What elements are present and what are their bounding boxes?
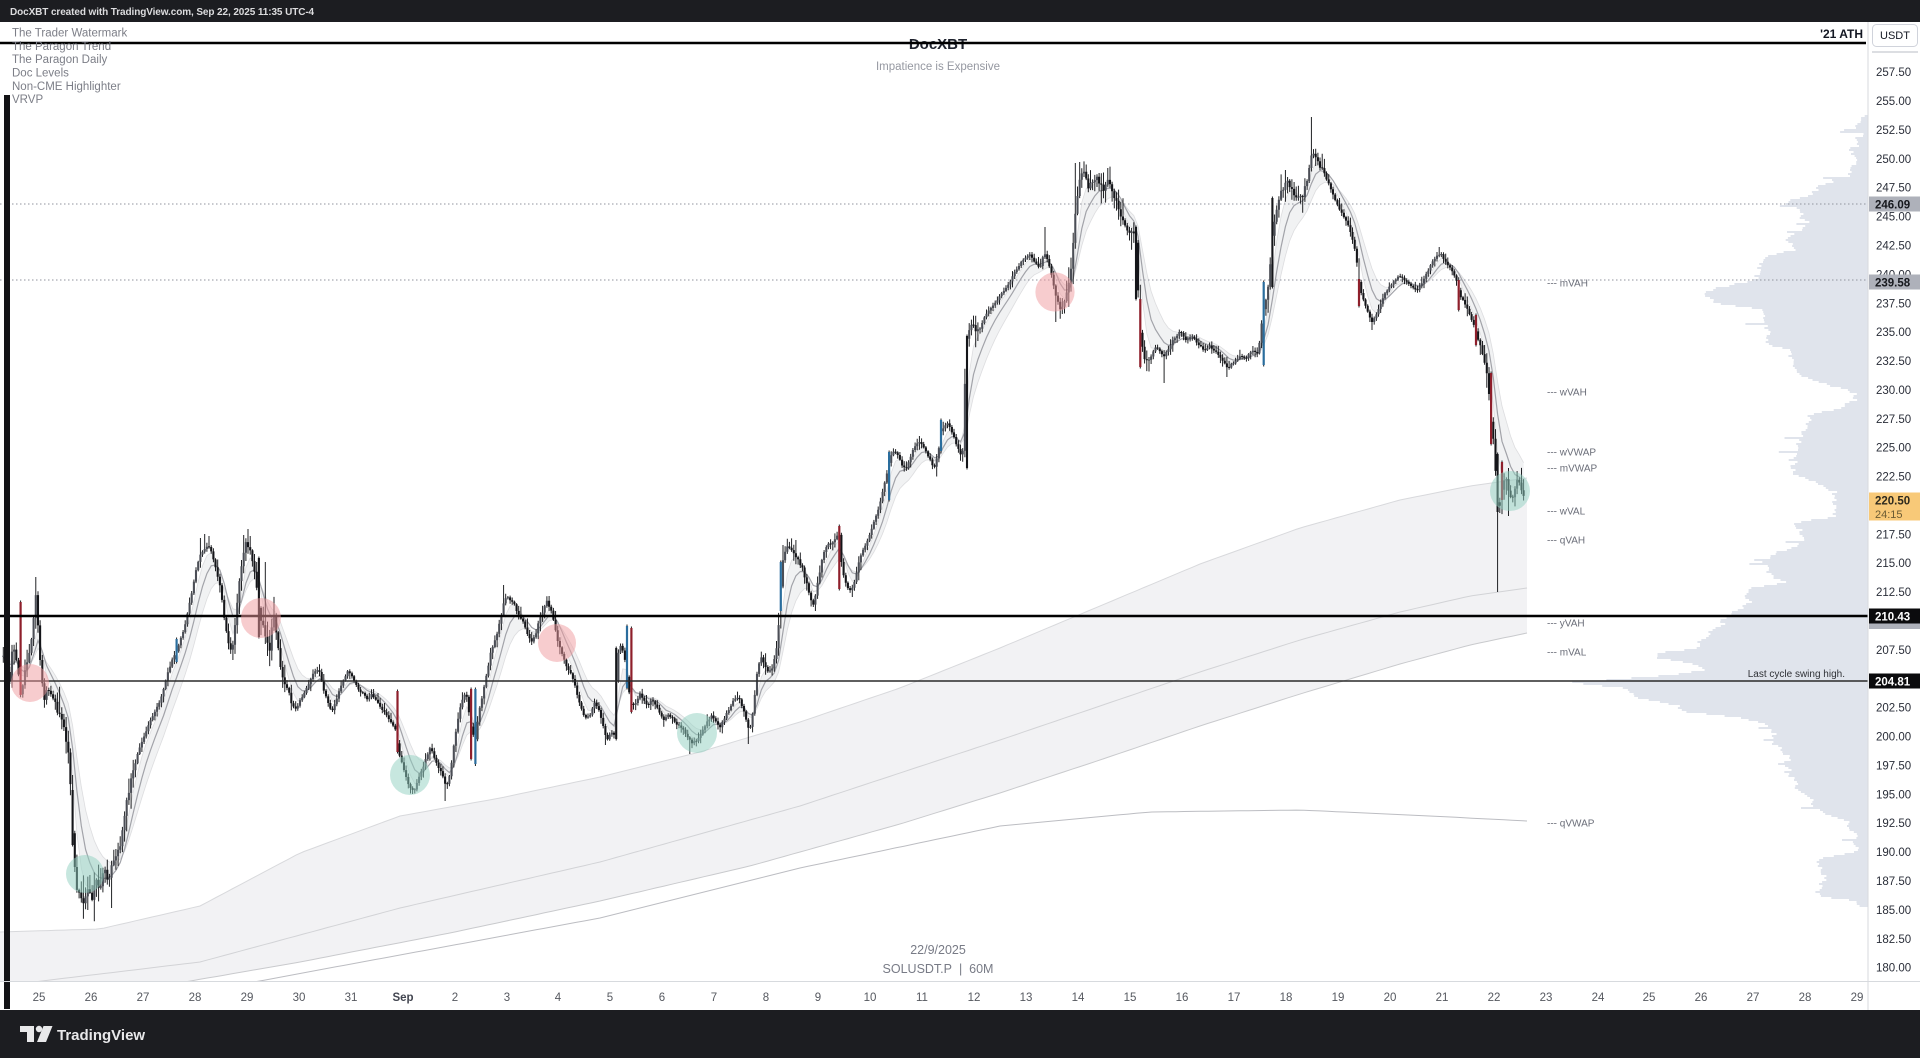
svg-text:--- yVAH: --- yVAH [1547, 619, 1585, 630]
svg-text:The Paragon Trend: The Paragon Trend [12, 41, 111, 53]
svg-text:16: 16 [1176, 992, 1189, 1004]
svg-text:25: 25 [33, 992, 46, 1004]
svg-text:17: 17 [1228, 992, 1241, 1004]
svg-text:252.50: 252.50 [1876, 125, 1911, 137]
svg-text:9: 9 [815, 992, 821, 1004]
svg-text:'21 ATH: '21 ATH [1820, 27, 1863, 41]
svg-text:TradingView: TradingView [57, 1027, 145, 1044]
svg-text:30: 30 [293, 992, 306, 1004]
svg-text:3: 3 [504, 992, 510, 1004]
svg-text:197.50: 197.50 [1876, 761, 1911, 773]
svg-text:247.50: 247.50 [1876, 183, 1911, 195]
svg-text:195.00: 195.00 [1876, 789, 1911, 801]
svg-text:257.50: 257.50 [1876, 67, 1911, 79]
svg-text:204.81: 204.81 [1875, 677, 1911, 689]
svg-text:185.00: 185.00 [1876, 905, 1911, 917]
svg-text:27: 27 [1747, 992, 1760, 1004]
svg-text:242.50: 242.50 [1876, 241, 1911, 253]
svg-text:24:15: 24:15 [1875, 509, 1903, 521]
svg-text:250.00: 250.00 [1876, 154, 1911, 166]
svg-text:237.50: 237.50 [1876, 298, 1911, 310]
svg-text:--- mVAH: --- mVAH [1547, 279, 1588, 290]
svg-text:26: 26 [85, 992, 98, 1004]
svg-text:The Trader Watermark: The Trader Watermark [12, 28, 127, 40]
svg-text:USDT: USDT [1880, 30, 1910, 42]
svg-text:187.50: 187.50 [1876, 876, 1911, 888]
svg-text:200.00: 200.00 [1876, 732, 1911, 744]
svg-text:Non-CME Highlighter: Non-CME Highlighter [12, 81, 121, 93]
svg-text:--- mVWAP: --- mVWAP [1547, 464, 1598, 475]
svg-text:12: 12 [968, 992, 981, 1004]
svg-text:25: 25 [1643, 992, 1656, 1004]
svg-text:22/9/2025: 22/9/2025 [910, 943, 966, 957]
svg-text:7: 7 [711, 992, 717, 1004]
svg-text:The Paragon Daily: The Paragon Daily [12, 54, 107, 66]
svg-text:230.00: 230.00 [1876, 385, 1911, 397]
svg-text:23: 23 [1540, 992, 1553, 1004]
svg-text:202.50: 202.50 [1876, 703, 1911, 715]
svg-text:210.43: 210.43 [1875, 612, 1910, 624]
svg-text:29: 29 [1851, 992, 1864, 1004]
svg-text:28: 28 [1799, 992, 1812, 1004]
svg-text:--- qVAH: --- qVAH [1547, 536, 1585, 547]
svg-text:190.00: 190.00 [1876, 847, 1911, 859]
svg-text:235.00: 235.00 [1876, 327, 1911, 339]
svg-text:8: 8 [763, 992, 769, 1004]
svg-text:217.50: 217.50 [1876, 529, 1911, 541]
svg-text:207.50: 207.50 [1876, 645, 1911, 657]
svg-text:227.50: 227.50 [1876, 414, 1911, 426]
svg-text:239.58: 239.58 [1875, 278, 1911, 290]
svg-text:20: 20 [1384, 992, 1397, 1004]
svg-text:4: 4 [555, 992, 562, 1004]
svg-text:15: 15 [1124, 992, 1137, 1004]
svg-text:DocXBT created with TradingVie: DocXBT created with TradingView.com, Sep… [10, 7, 315, 18]
svg-text:232.50: 232.50 [1876, 356, 1911, 368]
svg-text:31: 31 [345, 992, 358, 1004]
svg-text:--- wVAL: --- wVAL [1547, 507, 1586, 518]
svg-text:18: 18 [1280, 992, 1293, 1004]
svg-text:24: 24 [1592, 992, 1605, 1004]
svg-text:--- qVWAP: --- qVWAP [1547, 819, 1595, 830]
svg-text:22: 22 [1488, 992, 1501, 1004]
svg-text:215.00: 215.00 [1876, 558, 1911, 570]
svg-text:Last cycle swing high.: Last cycle swing high. [1748, 669, 1845, 680]
svg-text:255.00: 255.00 [1876, 96, 1911, 108]
svg-text:--- mVAL: --- mVAL [1547, 648, 1587, 659]
svg-text:--- wVAH: --- wVAH [1547, 388, 1587, 399]
svg-text:11: 11 [916, 992, 928, 1004]
svg-text:DocXBT: DocXBT [909, 36, 967, 53]
svg-text:27: 27 [137, 992, 150, 1004]
svg-text:26: 26 [1695, 992, 1708, 1004]
svg-text:192.50: 192.50 [1876, 818, 1911, 830]
svg-text:246.09: 246.09 [1875, 200, 1910, 212]
svg-text:19: 19 [1332, 992, 1345, 1004]
svg-text:Sep: Sep [392, 992, 413, 1004]
svg-text:5: 5 [607, 992, 613, 1004]
svg-text:6: 6 [659, 992, 665, 1004]
svg-text:222.50: 222.50 [1876, 472, 1911, 484]
svg-text:13: 13 [1020, 992, 1033, 1004]
svg-text:29: 29 [241, 992, 254, 1004]
svg-text:180.00: 180.00 [1876, 963, 1911, 975]
svg-text:10: 10 [864, 992, 877, 1004]
svg-text:182.50: 182.50 [1876, 934, 1911, 946]
svg-text:21: 21 [1436, 992, 1449, 1004]
svg-text:VRVP: VRVP [12, 94, 43, 106]
svg-text:28: 28 [189, 992, 202, 1004]
svg-text:212.50: 212.50 [1876, 587, 1911, 599]
svg-text:SOLUSDT.P | 60M: SOLUSDT.P | 60M [883, 962, 994, 976]
svg-text:2: 2 [452, 992, 458, 1004]
svg-text:220.50: 220.50 [1875, 496, 1910, 508]
svg-text:Doc Levels: Doc Levels [12, 68, 69, 80]
svg-text:225.00: 225.00 [1876, 443, 1911, 455]
svg-text:Impatience is Expensive: Impatience is Expensive [876, 61, 1000, 73]
svg-text:--- wVWAP: --- wVWAP [1547, 448, 1596, 459]
svg-text:245.00: 245.00 [1876, 212, 1911, 224]
svg-text:14: 14 [1072, 992, 1085, 1004]
